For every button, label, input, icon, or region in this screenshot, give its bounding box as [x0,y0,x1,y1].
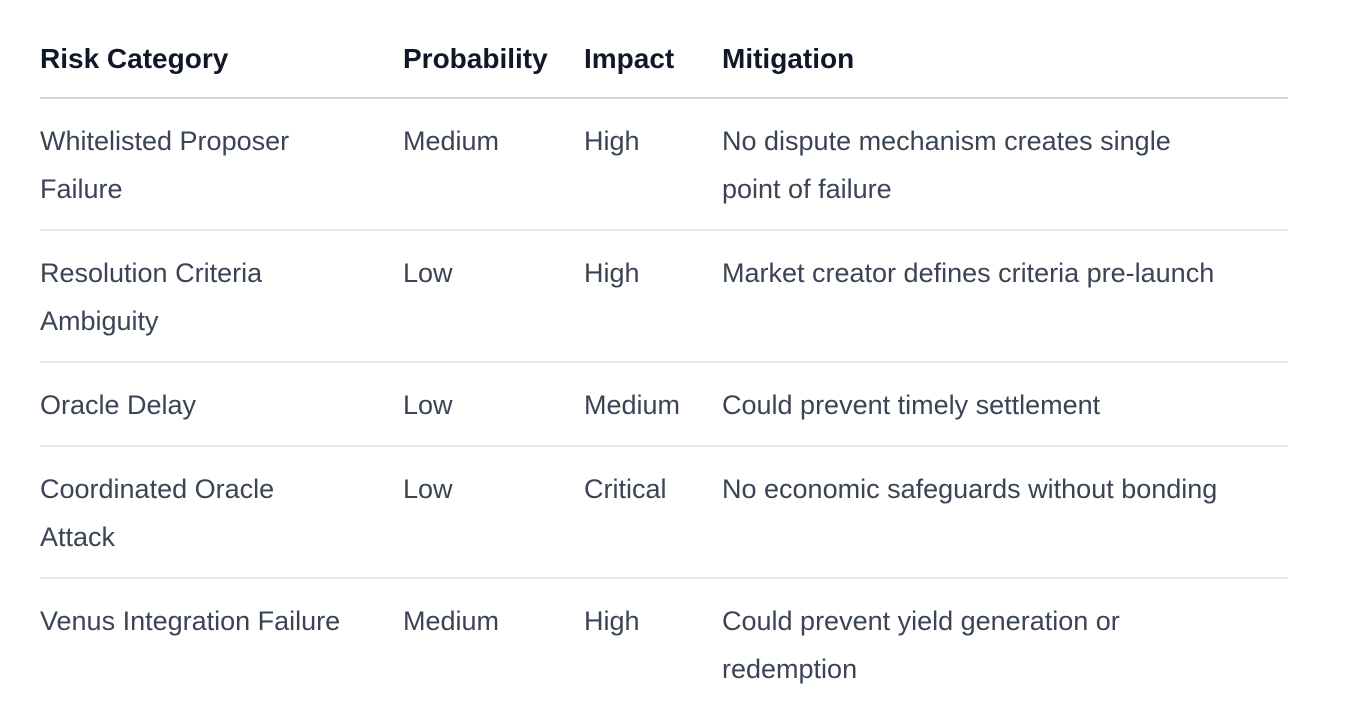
mitigation-cell: Could prevent yield generation or redemp… [722,606,1120,684]
risk-category-cell: Whitelisted Proposer Failure [40,98,403,231]
risk-category-cell: Resolution Criteria Ambiguity [40,230,403,363]
impact-cell: Medium [584,362,722,447]
probability-cell: Medium [403,606,500,636]
probability-cell: Low [403,362,584,447]
column-header-probability: Probability [403,35,584,99]
column-header-impact: Impact [584,35,722,99]
table-row: Resolution Criteria Ambiguity Low High M… [40,230,1288,363]
risk-category-cell: Venus Integration Failure [40,606,341,636]
table-row: Oracle Delay Low Medium Could prevent ti… [40,362,1288,447]
table-header-row: Risk Category Probability Impact Mitigat… [40,35,1288,99]
risk-assessment-table: Risk Category Probability Impact Mitigat… [40,35,1288,704]
probability-cell: Medium [403,98,584,231]
impact-cell: High [584,230,722,363]
probability-cell: Low [403,230,584,363]
mitigation-cell: No economic safeguards without bonding [722,446,1288,579]
impact-cell: Critical [584,446,722,579]
impact-cell: High [584,606,640,636]
table-row: Whitelisted Proposer Failure Medium High… [40,98,1288,231]
mitigation-cell: Market creator defines criteria pre-laun… [722,230,1288,363]
table-row: Venus Integration Failure Medium High Co… [40,578,1288,704]
mitigation-cell: No dispute mechanism creates single poin… [722,98,1288,231]
impact-cell: High [584,98,722,231]
column-header-risk-category: Risk Category [40,35,403,99]
risk-category-cell: Oracle Delay [40,362,403,447]
probability-cell: Low [403,446,584,579]
column-header-mitigation: Mitigation [722,35,1288,99]
mitigation-cell: Could prevent timely settlement [722,362,1288,447]
risk-category-cell: Coordinated Oracle Attack [40,446,403,579]
table-row: Coordinated Oracle Attack Low Critical N… [40,446,1288,579]
